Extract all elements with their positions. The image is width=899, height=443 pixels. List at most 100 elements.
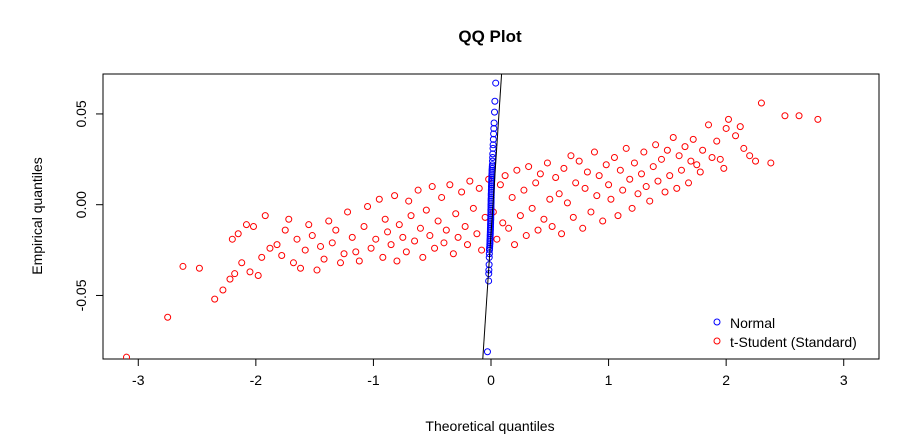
x-tick-label: -1 [367,372,380,388]
data-point [434,217,442,225]
data-point [348,233,356,241]
data-point [663,146,671,154]
data-point [685,179,693,187]
legend-label: Normal [730,315,775,331]
data-point [313,266,321,274]
data-point [499,219,507,227]
data-point [489,135,497,143]
data-point [528,204,536,212]
data-point [560,164,568,172]
data-point [463,241,471,249]
data-point [637,170,645,178]
data-point [375,195,383,203]
data-point [508,193,516,201]
data-point [722,124,730,132]
data-point [767,159,775,167]
data-point [485,277,493,285]
x-axis-label: Theoretical quantiles [425,418,554,434]
data-point [446,181,454,189]
data-point [628,204,636,212]
data-point [490,124,498,132]
data-point [379,253,387,261]
data-point [681,143,689,151]
data-point [626,175,634,183]
data-point [411,237,419,245]
data-point [489,141,497,149]
data-point [496,181,504,189]
data-point [634,190,642,198]
data-point [384,228,392,236]
data-point [399,233,407,241]
data-point [407,212,415,220]
y-axis: -0.05 0.00 0.05 [73,100,104,311]
data-point [372,235,380,243]
data-point [602,161,610,169]
y-axis-label: Empirical quantiles [29,157,45,275]
legend: Normal t-Student (Standard) [713,315,857,350]
data-point [520,186,528,194]
data-point [675,152,683,160]
data-point [657,155,665,163]
data-point [649,163,657,171]
x-tick-label: 0 [487,372,495,388]
data-point [757,99,765,107]
data-point [558,230,566,238]
data-point [516,212,524,220]
data-point [595,172,603,180]
data-point [355,257,363,265]
data-point [469,204,477,212]
data-point [575,157,583,165]
data-point [414,186,422,194]
data-point [493,235,501,243]
data-point [752,157,760,165]
data-point [489,144,497,152]
data-point [261,212,269,220]
data-point [486,230,494,238]
data-point [736,123,744,131]
data-point [699,146,707,154]
data-point [487,193,495,201]
x-tick-label: 1 [605,372,613,388]
data-point [473,230,481,238]
data-point [266,244,274,252]
data-point [491,97,499,105]
data-point [431,244,439,252]
data-point [487,197,495,205]
data-point [583,168,591,176]
data-point [381,215,389,223]
data-point [328,239,336,247]
data-point [713,137,721,145]
data-point [610,154,618,162]
data-point [179,262,187,270]
data-point [525,163,533,171]
data-point [795,112,803,120]
data-point [337,259,345,267]
data-point [532,179,540,187]
x-tick-label: 3 [840,372,848,388]
data-point [246,268,254,276]
data-point [505,224,513,232]
data-point [487,192,495,200]
data-point [402,248,410,256]
data-point [211,295,219,303]
data-point [297,264,305,272]
data-point [228,235,236,243]
data-point [593,192,601,200]
data-point [483,348,491,356]
data-point [367,244,375,252]
data-point [552,173,560,181]
data-point [195,264,203,272]
data-point [652,141,660,149]
data-point [466,177,474,185]
data-point [696,168,704,176]
data-point [478,246,486,254]
data-point [619,186,627,194]
x-axis: -3 -2 -1 0 1 2 3 [132,358,848,388]
data-point [654,177,662,185]
data-point [555,190,563,198]
data-point [481,213,489,221]
data-point [254,271,262,279]
data-point [491,108,499,116]
data-point [332,226,340,234]
data-point [387,241,395,249]
